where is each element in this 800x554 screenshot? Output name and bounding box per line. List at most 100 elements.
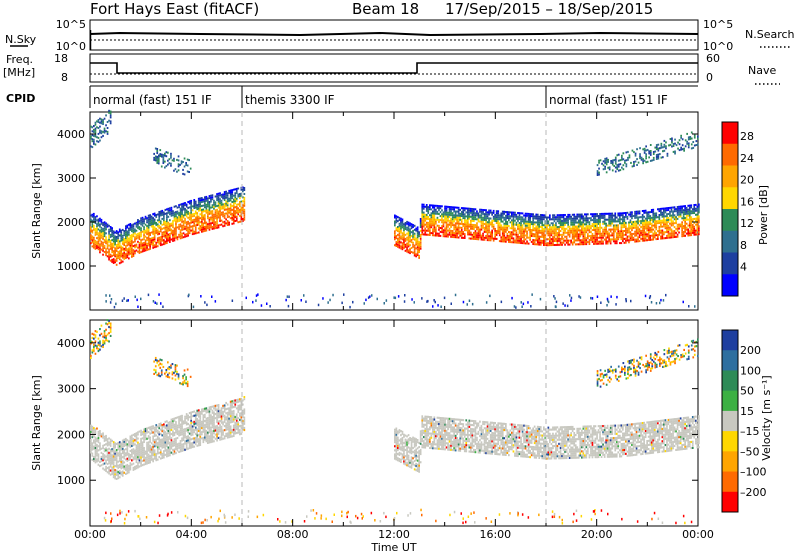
echo-cell [415, 229, 417, 232]
echo-cell [447, 233, 449, 236]
echo-cell [404, 228, 407, 230]
echo-cell [429, 226, 431, 228]
echo-cell [126, 244, 129, 247]
echo-cell [204, 214, 206, 217]
near-range-echo [426, 300, 428, 303]
echo-cell [105, 252, 107, 255]
echo-cell [96, 452, 98, 455]
echo-cell [535, 233, 538, 236]
echo-cell [556, 218, 559, 221]
near-range-echo [252, 300, 254, 304]
echo-cell [649, 159, 652, 162]
echo-cell [100, 458, 103, 461]
echo-cell [223, 212, 226, 215]
echo-cell [530, 240, 533, 243]
echo-cell [593, 242, 595, 245]
echo-cell [456, 236, 458, 239]
echo-cell [676, 211, 679, 214]
echo-cell [547, 220, 550, 223]
echo-cell [91, 425, 94, 428]
echo-cell [118, 244, 121, 247]
echo-cell [520, 226, 522, 229]
echo-cell [97, 455, 100, 458]
echo-cell [476, 232, 478, 235]
echo-cell [398, 222, 401, 225]
echo-cell [553, 224, 556, 227]
echo-cell [526, 232, 528, 235]
echo-cell [614, 212, 617, 215]
echo-cell [465, 229, 468, 232]
echo-cell [441, 205, 443, 208]
echo-cell [482, 234, 484, 237]
echo-cell [99, 430, 101, 433]
echo-cell [424, 215, 427, 218]
echo-cell [530, 235, 533, 237]
echo-cell [156, 219, 159, 222]
echo-cell [497, 216, 500, 219]
echo-cell [166, 220, 168, 223]
echo-cell [614, 156, 617, 159]
echo-cell [465, 225, 468, 228]
echo-cell [617, 169, 620, 172]
echo-cell [479, 220, 481, 223]
echo-cell [157, 154, 160, 157]
echo-cell [553, 232, 556, 235]
echo-cell [90, 441, 92, 444]
echo-cell [160, 155, 163, 158]
echo-cell [451, 222, 454, 225]
echo-cell [435, 208, 437, 211]
echo-cell [582, 239, 585, 242]
echo-cell [503, 234, 506, 237]
echo-cell [585, 237, 588, 240]
echo-cell [486, 213, 489, 216]
echo-cell [235, 215, 238, 218]
echo-cell [649, 219, 652, 222]
echo-cell [213, 215, 215, 218]
echo-cell [109, 459, 112, 462]
echo-cell [685, 218, 688, 221]
echo-cell [686, 132, 688, 135]
echo-cell [193, 230, 196, 233]
near-range-echo [162, 305, 164, 308]
echo-cell [442, 213, 445, 216]
echo-cell [182, 172, 184, 175]
near-range-echo [303, 294, 305, 297]
echo-cell [194, 220, 197, 223]
echo-cell [692, 146, 695, 149]
echo-cell [210, 194, 212, 197]
echo-cell [448, 213, 451, 216]
echo-cell [146, 231, 148, 234]
echo-cell [153, 432, 156, 435]
echo-cell [581, 215, 583, 218]
echo-cell [155, 231, 158, 234]
echo-cell [501, 234, 504, 237]
echo-cell [109, 259, 112, 262]
echo-cell [577, 221, 580, 224]
echo-cell [112, 467, 115, 470]
echo-cell [169, 213, 171, 216]
echo-cell [181, 220, 183, 223]
echo-cell [228, 207, 230, 210]
echo-cell [514, 213, 516, 216]
echo-cell [678, 149, 681, 152]
echo-cell [163, 437, 165, 440]
echo-cell [211, 196, 214, 199]
echo-cell [425, 209, 428, 212]
echo-cell [670, 206, 673, 209]
echo-cell [567, 233, 569, 236]
near-range-echo [454, 293, 457, 297]
echo-cell [210, 206, 212, 209]
echo-cell [611, 232, 614, 235]
echo-cell [596, 174, 599, 176]
echo-cell [614, 240, 617, 243]
echo-cell [690, 131, 693, 134]
echo-cell [394, 230, 396, 233]
echo-cell [663, 217, 665, 220]
echo-cell [155, 241, 158, 244]
echo-cell [427, 210, 430, 213]
echo-cell [93, 439, 95, 442]
echo-cell [117, 233, 120, 236]
echo-cell [675, 227, 677, 230]
echo-cell [492, 225, 495, 228]
